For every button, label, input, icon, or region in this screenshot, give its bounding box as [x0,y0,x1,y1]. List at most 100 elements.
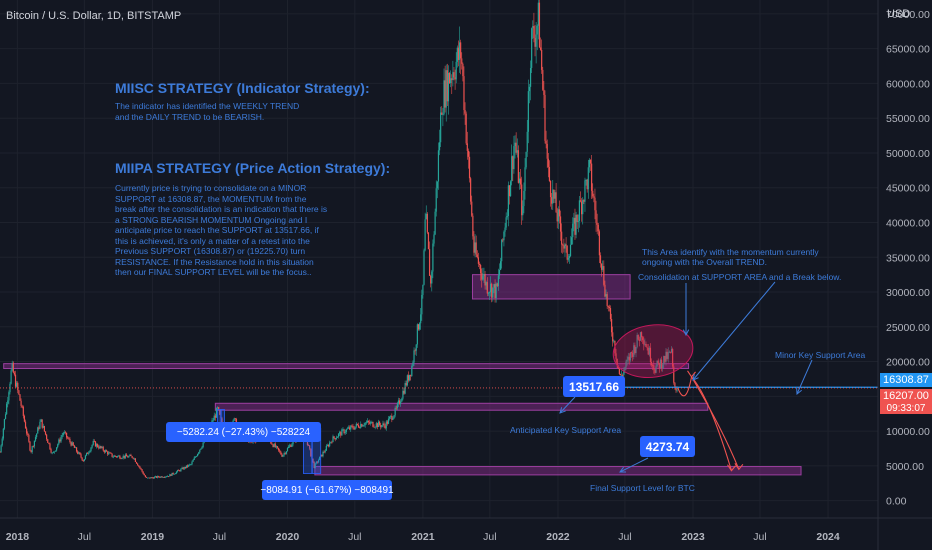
candle-body [279,450,281,452]
candle-body [583,199,585,202]
candle-body [85,452,88,456]
candle-body [509,181,512,197]
y-tick-label: 25000.00 [886,322,930,334]
candle-body [374,426,376,428]
candle-body [144,475,147,478]
candle-body [603,266,605,285]
candle-body [178,470,180,471]
candle-body [313,461,315,468]
candle-body [218,407,220,410]
candle-body [405,383,407,386]
anticipated-support-badge[interactable]: 13517.66 [563,376,625,397]
candle-body [140,468,142,470]
candle-body [418,323,421,330]
projection-path [691,376,740,470]
candle-body [14,374,17,387]
candle-body [577,220,579,222]
candle-body [486,282,488,294]
final-support-badge[interactable]: 4273.74 [640,436,695,457]
candle-body [4,414,7,419]
candle-body [476,254,478,258]
candle-body [110,452,112,454]
candle-body [588,159,591,168]
candle-body [129,454,131,457]
currency-label: USD [887,8,911,20]
candle-body [359,427,361,429]
candle-body [565,244,567,246]
candle-body [341,429,343,436]
candle-body [480,265,482,274]
miipa-body: Currently price is trying to consolidate… [115,183,328,277]
candle-body [99,446,101,449]
candle-body [276,446,279,448]
candle-body [450,78,452,84]
candle-body [192,459,194,462]
x-tick-label: 2018 [6,531,30,543]
candle-body [436,181,438,189]
candle-body [289,445,291,447]
candle-body [330,441,332,443]
candle-body [188,464,190,467]
x-tick-label: Jul [618,531,631,543]
candle-body [79,452,81,455]
candle-body [32,446,34,447]
candle-body [410,374,412,376]
candle-body [515,142,517,153]
candle-body [425,213,427,220]
candle-body [150,477,152,479]
candle-body [660,359,663,369]
candle-body [200,448,202,450]
measure-2019-badge[interactable]: −5282.24 (−27.43%) −528224 [166,422,321,442]
candle-body [71,442,73,446]
candle-body [69,438,71,443]
candle-body [349,427,351,430]
candle-body [455,61,457,80]
candle-body [212,420,214,422]
anticipated-badge-arrow [559,396,576,414]
candle-body [634,345,636,354]
candle-body [49,443,51,450]
candle-body [443,80,445,115]
candle-body [161,476,163,478]
candle-body [587,167,589,190]
consolidation-ellipse[interactable] [610,320,696,383]
candle-body [125,454,128,457]
candle-body [636,334,638,347]
candle-body [475,242,477,255]
candle-body [339,432,341,434]
candle-body [340,432,342,436]
candle-body [12,362,14,373]
candle-body [232,420,234,424]
candle-body [401,398,403,402]
candle-body [28,434,30,442]
candle-body [159,477,161,478]
candle-body [167,475,169,477]
candle-body [367,420,370,423]
y-tick-label: 0.00 [886,496,907,508]
candle-body [123,455,125,458]
candle-body [214,415,216,418]
candle-body [130,454,132,457]
candle-body [365,422,367,424]
miisc-title: MIISC STRATEGY (Indicator Strategy): [115,80,370,96]
candle-body [18,390,20,395]
candle-body [83,459,85,462]
measure-2020-badge[interactable]: −8084.91 (−61.67%) −808491 [260,480,394,500]
candle-body [372,421,374,427]
candle-body [629,352,632,361]
candle-body [87,452,89,454]
candle-body [60,437,62,442]
y-tick-label: 65000.00 [886,44,930,56]
consolidation-note: Consolidation at SUPPORT AREA and a Brea… [638,272,842,282]
candle-body [658,362,660,369]
candle-body [663,355,665,365]
candle-body [61,435,63,438]
candle-body [321,454,323,457]
candle-body [33,440,36,447]
candle-body [145,477,148,478]
candle-body [662,364,664,369]
y-tick-label: 5000.00 [886,461,924,473]
candle-body [612,332,614,342]
candle-body [115,456,118,458]
